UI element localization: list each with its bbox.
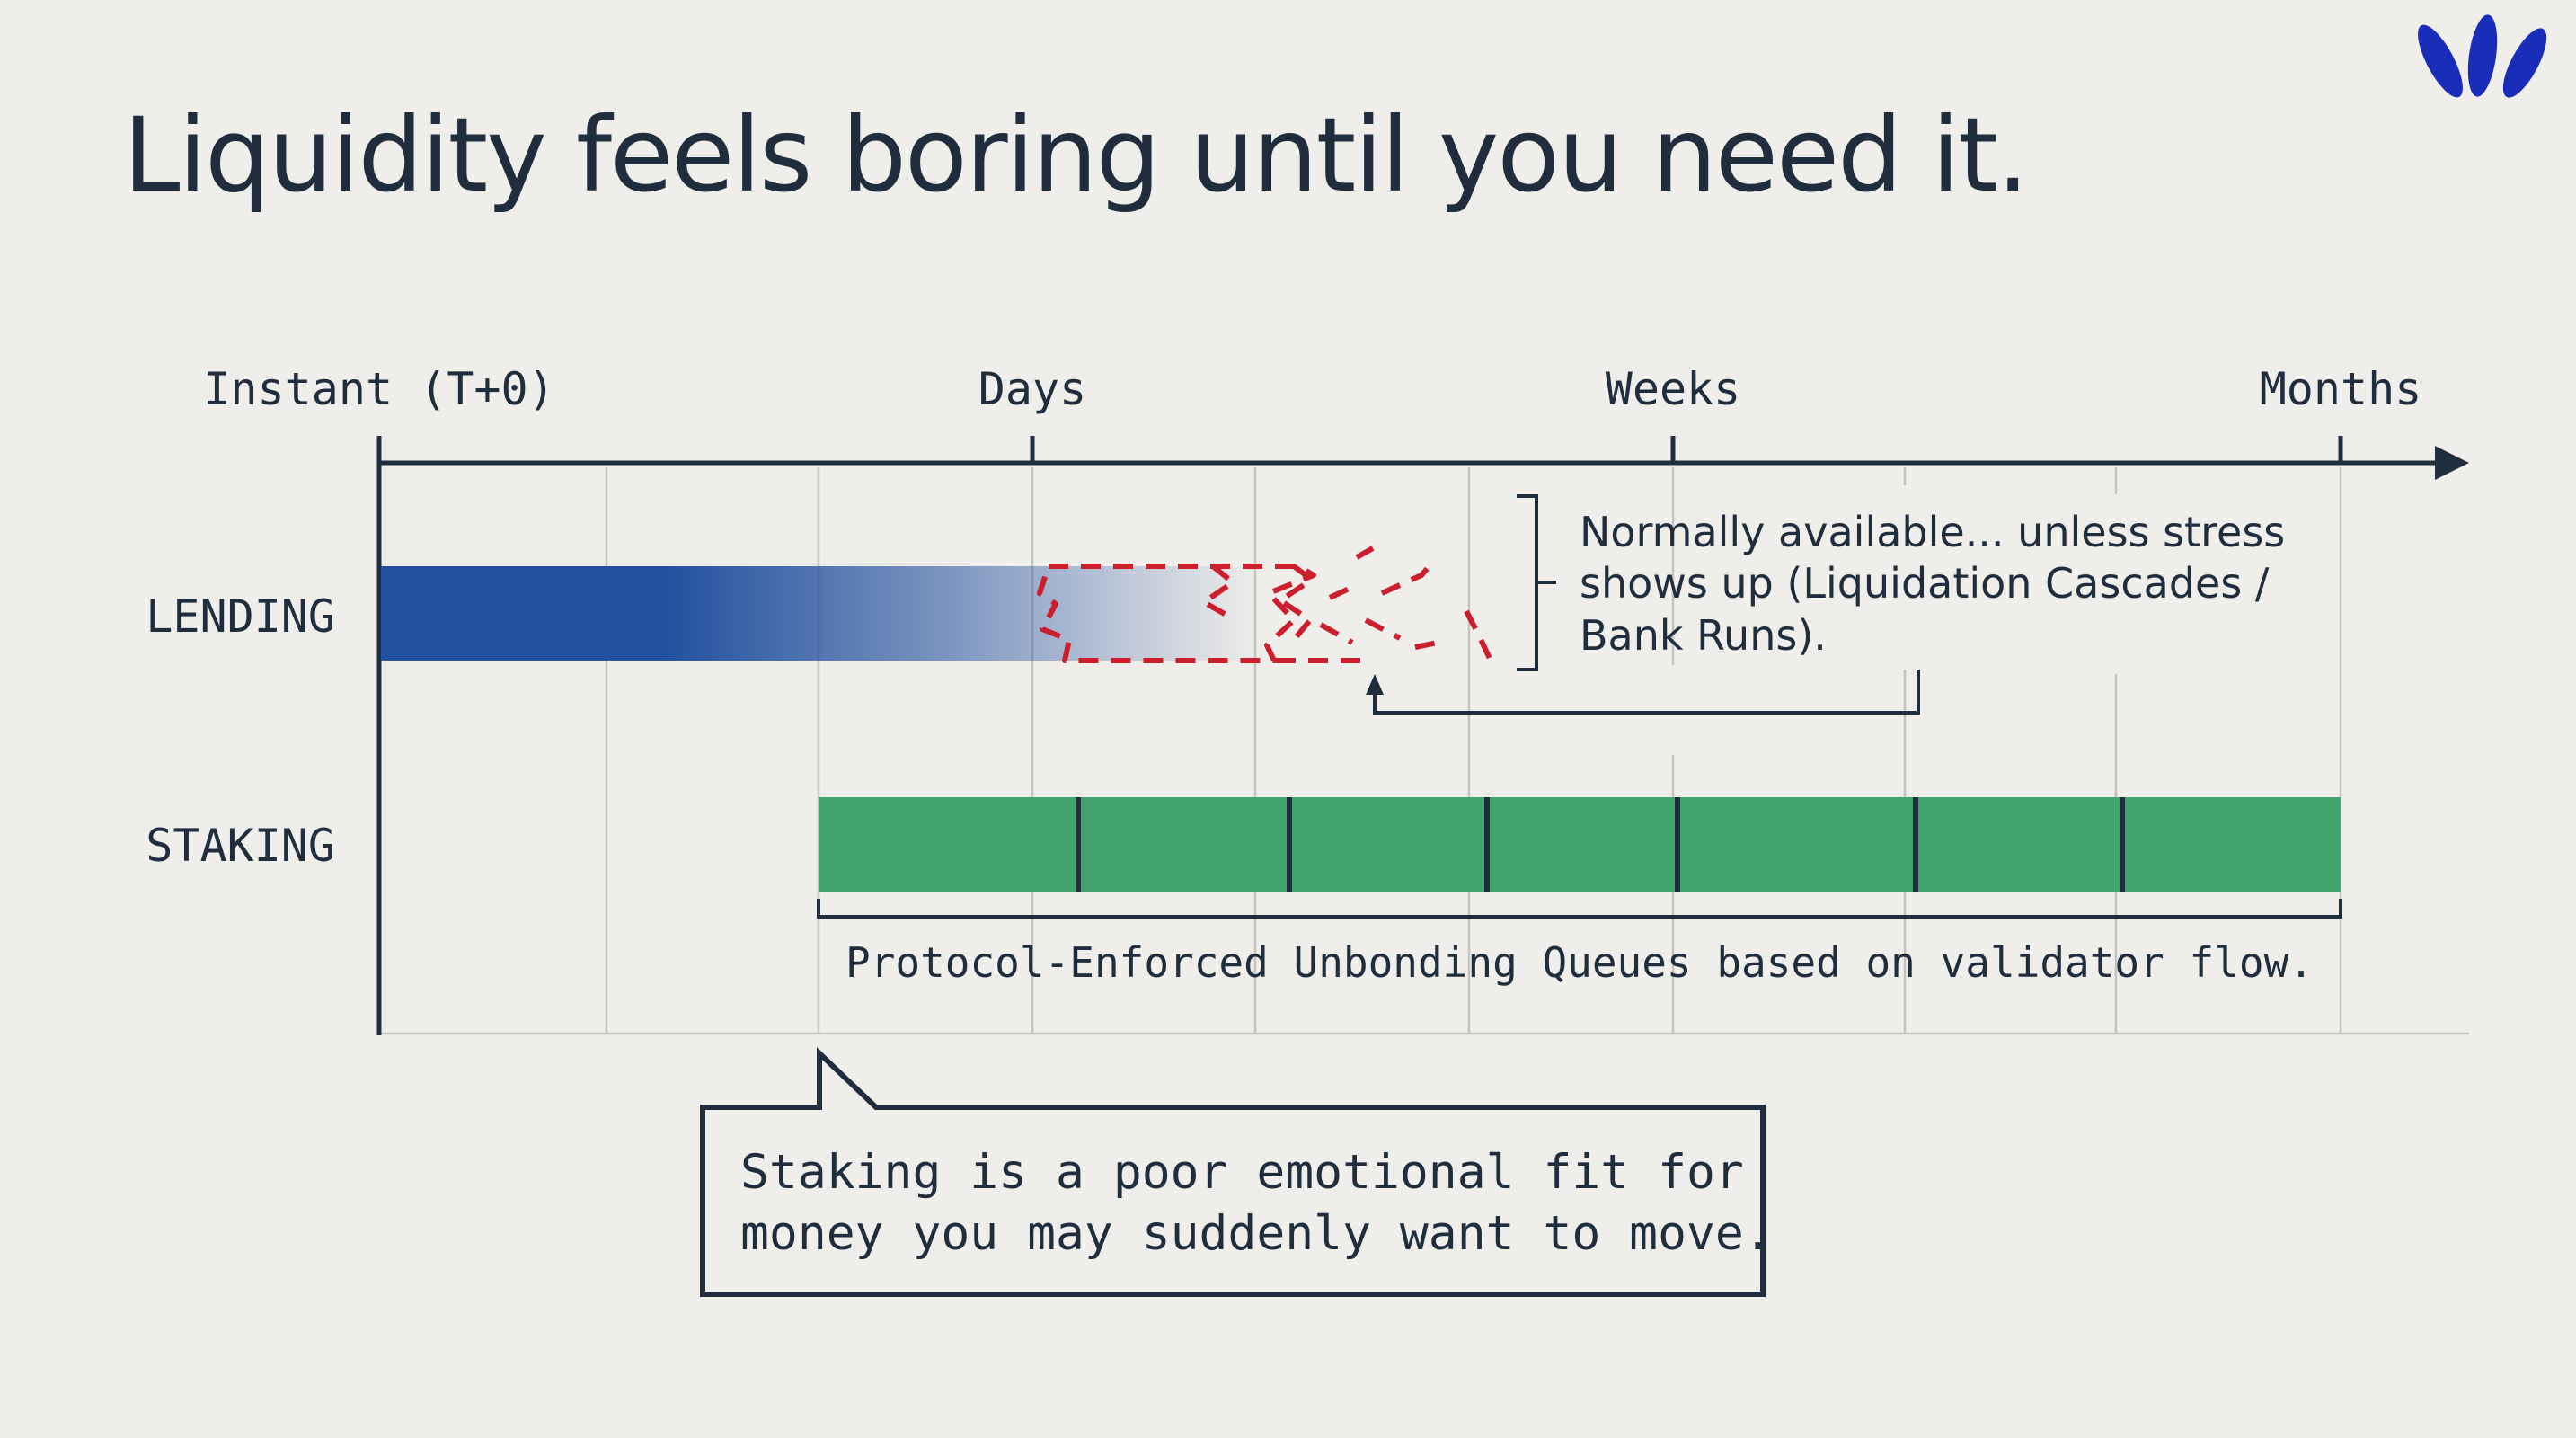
callout-line2: money you may suddenly want to move. xyxy=(740,1206,1773,1261)
staking-queue-dividers xyxy=(1076,797,2125,892)
lending-bar xyxy=(381,566,1261,661)
lending-note-bracket xyxy=(1517,494,1556,671)
callout-box xyxy=(700,1047,1766,1297)
lending-note-line1: Normally available... unless stress xyxy=(1580,508,2285,556)
row-label-lending: LENDING xyxy=(146,590,335,643)
lending-note-arrow xyxy=(1373,670,1920,715)
tick-label-months: Months xyxy=(2260,363,2422,415)
tick-label-days: Days xyxy=(978,363,1086,415)
time-axis-arrow-icon xyxy=(2435,446,2469,480)
arrow-up-icon xyxy=(1366,674,1384,695)
staking-bracket xyxy=(817,899,2342,919)
callout-line1: Staking is a poor emotional fit for xyxy=(740,1145,1744,1200)
brand-logo-icon xyxy=(2418,14,2547,98)
lending-note-line2: shows up (Liquidation Cascades / xyxy=(1580,559,2270,608)
staking-bar xyxy=(819,797,2341,892)
lending-note-line3: Bank Runs). xyxy=(1580,611,1827,660)
tick-label-instant: Instant (T+0) xyxy=(203,363,554,415)
tick-label-weeks: Weeks xyxy=(1606,363,1741,415)
lending-risk-dashes xyxy=(1037,546,1494,664)
staking-note: Protocol-Enforced Unbonding Queues based… xyxy=(845,938,2314,987)
row-label-staking: STAKING xyxy=(146,820,335,872)
page-title: Liquidity feels boring until you need it… xyxy=(123,95,2029,215)
